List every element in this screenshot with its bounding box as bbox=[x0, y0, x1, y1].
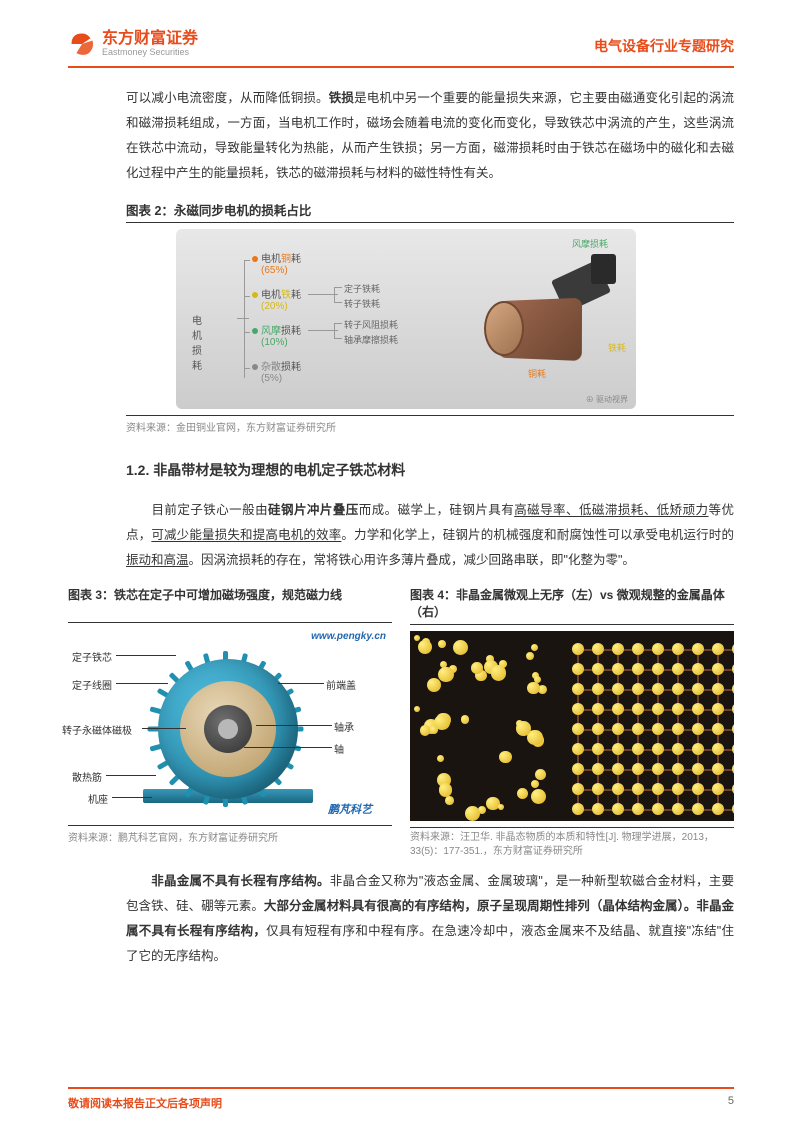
header-topic: 电气设备行业专题研究 bbox=[594, 30, 734, 56]
footer-text: 敬请阅读本报告正文后各项声明 bbox=[68, 1095, 222, 1111]
fig2-container: 电机损耗 电机铜耗(65%) 电机铁耗(20%) 风摩损耗(10%) 杂散损耗(5%)… bbox=[126, 229, 734, 409]
fig2-watermark: ⊕ 驱动视界 bbox=[586, 394, 628, 405]
fig3-r3: 轴 bbox=[334, 741, 344, 756]
fig4-column: 图表 4：非晶金属微观上无序（左）vs 微观规整的金属晶体（右） 资料来源：汪卫… bbox=[410, 587, 734, 859]
fig2-item-3: 杂散损耗(5%) bbox=[252, 358, 301, 384]
fig2-sub-wind-2: 轴承摩擦损耗 bbox=[344, 333, 398, 346]
fig4-title: 图表 4：非晶金属微观上无序（左）vs 微观规整的金属晶体（右） bbox=[410, 587, 734, 625]
fig3-l1: 定子铁芯 bbox=[72, 649, 112, 664]
fig4-diagram bbox=[410, 631, 734, 821]
section-1-2-heading: 1.2. 非晶带材是较为理想的电机定子铁芯材料 bbox=[126, 460, 734, 480]
fig4-source: 资料来源：汪卫华. 非晶态物质的本质和特性[J]. 物理学进展，2013，33(… bbox=[410, 827, 734, 859]
fig2-diagram: 电机损耗 电机铜耗(65%) 电机铁耗(20%) 风摩损耗(10%) 杂散损耗(5%)… bbox=[176, 229, 636, 409]
logo: 东方财富证券 Eastmoney Securities bbox=[68, 30, 198, 58]
fig2-label-top: 风摩损耗 bbox=[572, 237, 608, 250]
fig3-source: 资料来源：鹏芃科艺官网，东方财富证券研究所 bbox=[68, 825, 392, 844]
figure-row-3-4: 图表 3：铁芯在定子中可增加磁场强度，规范磁力线 www.pengky.cn w… bbox=[68, 587, 734, 859]
paragraph-3: 非晶金属不具有长程有序结构。非晶合金又称为"液态金属、金属玻璃"，是一种新型软磁… bbox=[126, 869, 734, 969]
fig3-watermark: www.pengky.cn bbox=[311, 631, 386, 642]
fig3-column: 图表 3：铁芯在定子中可增加磁场强度，规范磁力线 www.pengky.cn w… bbox=[68, 587, 392, 859]
logo-icon bbox=[68, 30, 96, 58]
fig3-r1: 前端盖 bbox=[326, 677, 356, 692]
fig3-l4: 散热筋 bbox=[72, 769, 102, 784]
fig2-sub-iron-1: 定子铁耗 bbox=[344, 282, 380, 295]
fig2-title: 图表 2：永磁同步电机的损耗占比 bbox=[126, 200, 734, 223]
p1-bold: 铁损 bbox=[329, 91, 354, 105]
paragraph-2: 目前定子铁心一般由硅钢片冲片叠压而成。磁学上，硅钢片具有高磁导率、低磁滞损耗、低… bbox=[126, 498, 734, 573]
logo-en: Eastmoney Securities bbox=[102, 48, 198, 58]
fig2-label-bottom: 铜耗 bbox=[528, 367, 546, 380]
page-footer: 敬请阅读本报告正文后各项声明 5 bbox=[68, 1087, 734, 1111]
fig2-source: 资料来源：金田铜业官网，东方财富证券研究所 bbox=[126, 415, 734, 434]
fig2-item-1: 电机铁耗(20%) bbox=[252, 286, 301, 312]
logo-cn: 东方财富证券 bbox=[102, 30, 198, 48]
paragraph-1: 可以减小电流密度，从而降低铜损。铁损是电机中另一个重要的能量损失来源，它主要由磁… bbox=[126, 86, 734, 186]
fig3-l5: 机座 bbox=[88, 791, 108, 806]
fig3-l2: 定子线圈 bbox=[72, 677, 112, 692]
fig2-item-0: 电机铜耗(65%) bbox=[252, 250, 301, 276]
fig2-label-right: 铁耗 bbox=[608, 341, 626, 354]
footer-page: 5 bbox=[728, 1095, 734, 1111]
fig2-item-2: 风摩损耗(10%) bbox=[252, 322, 301, 348]
fig3-brand: 鹏芃科艺 bbox=[328, 801, 372, 817]
fig3-l3: 转子永磁体磁极 bbox=[62, 722, 132, 737]
fig3-r2: 轴承 bbox=[334, 719, 354, 734]
fig3-title: 图表 3：铁芯在定子中可增加磁场强度，规范磁力线 bbox=[68, 587, 392, 623]
p1-a: 可以减小电流密度，从而降低铜损。 bbox=[126, 91, 329, 105]
fig3-diagram: www.pengky.cn www.pengky.cn 定子铁芯 定子线圈 转子… bbox=[68, 629, 392, 819]
fig2-sub-iron-2: 转子铁耗 bbox=[344, 297, 380, 310]
fig2-motor-illustration bbox=[436, 259, 606, 379]
page-header: 东方财富证券 Eastmoney Securities 电气设备行业专题研究 bbox=[68, 30, 734, 68]
fig2-root: 电机损耗 bbox=[192, 312, 202, 372]
fig2-sub-wind-1: 转子风阻损耗 bbox=[344, 318, 398, 331]
